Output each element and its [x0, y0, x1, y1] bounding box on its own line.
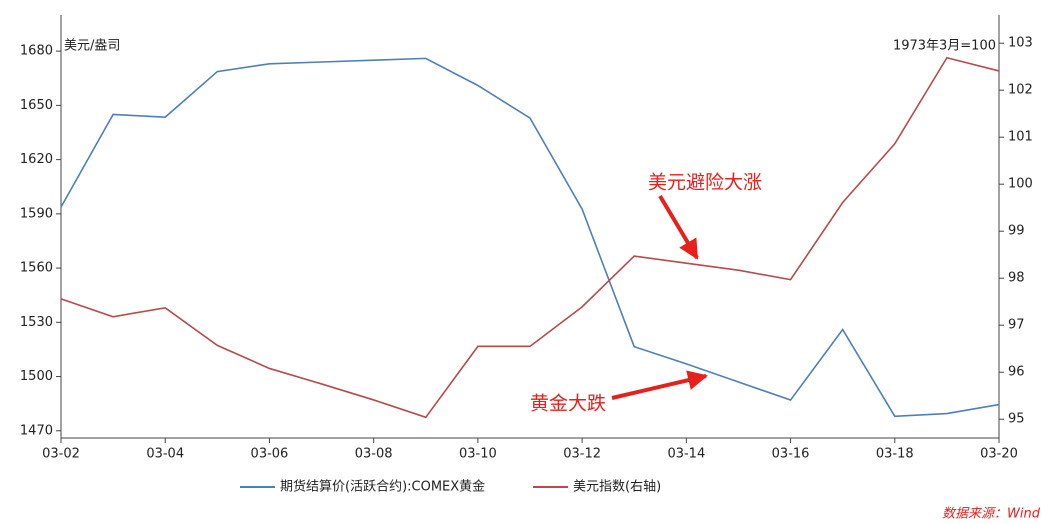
y2-tick-label: 95: [1008, 412, 1025, 427]
y2-tick-label: 96: [1008, 365, 1025, 380]
annotation: 黄金大跌: [530, 393, 606, 415]
x-tick-label: 03-16: [772, 447, 810, 462]
x-tick-label: 03-02: [42, 447, 80, 462]
y-tick-label: 1470: [20, 423, 53, 438]
y-tick-label: 1530: [20, 315, 53, 330]
y-tick-label: 1560: [20, 261, 53, 276]
annotation: 美元避险大涨: [648, 172, 762, 194]
y-tick-label: 1620: [20, 152, 53, 167]
y-tick-label: 1500: [20, 369, 53, 384]
x-tick-label: 03-08: [355, 447, 393, 462]
annotation-arrow: [658, 194, 699, 260]
x-tick-label: 03-12: [563, 447, 601, 462]
x-tick-label: 03-04: [146, 447, 184, 462]
y2-tick-label: 102: [1008, 83, 1033, 98]
y2-tick-label: 97: [1008, 318, 1025, 333]
y2-tick-label: 101: [1008, 130, 1033, 145]
x-tick-label: 03-10: [459, 447, 497, 462]
x-tick-label: 03-18: [876, 447, 914, 462]
source-note: 数据来源：Wind: [942, 507, 1041, 522]
y2-tick-label: 99: [1008, 224, 1025, 239]
y-tick-label: 1590: [20, 206, 53, 221]
series-line: [60, 57, 1000, 418]
x-tick-label: 03-14: [667, 447, 705, 462]
x-tick-label: 03-06: [251, 447, 289, 462]
y-tick-label: 1650: [20, 98, 53, 113]
annotation-arrow: [611, 370, 708, 400]
series-line: [60, 56, 1000, 419]
legend-label: 期货结算价(活跃合约):COMEX黄金: [280, 479, 485, 495]
y2-tick-label: 98: [1008, 271, 1025, 286]
legend-label: 美元指数(右轴): [573, 480, 661, 495]
y2-tick-label: 100: [1008, 177, 1033, 192]
y-axis-unit: 美元/盎司: [64, 39, 120, 54]
x-tick-label: 03-20: [980, 447, 1018, 462]
y-tick-label: 1680: [20, 44, 53, 59]
y2-axis-unit: 1973年3月=100: [893, 39, 996, 54]
y2-tick-label: 103: [1008, 36, 1033, 51]
